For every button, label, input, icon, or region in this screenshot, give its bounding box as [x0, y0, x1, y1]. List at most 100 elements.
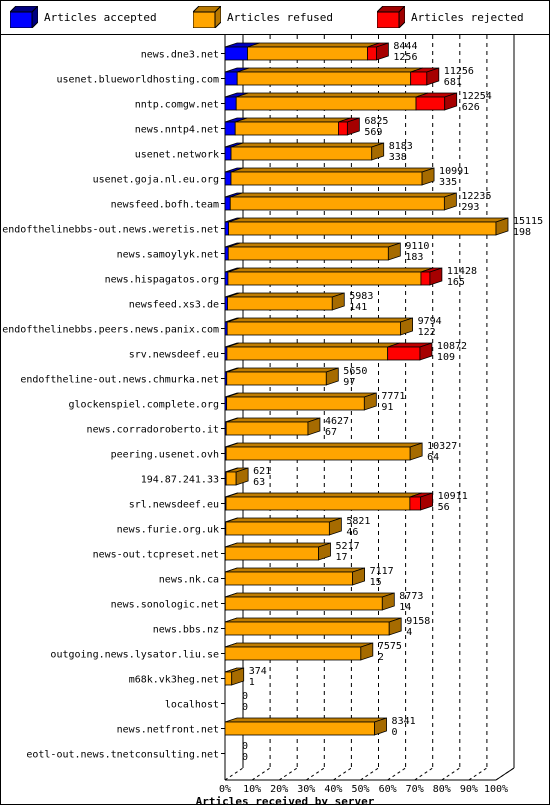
grid-floor-line [333, 767, 352, 781]
bar-front [224, 121, 236, 136]
bar-front [226, 321, 401, 336]
value-label-accepted: 15 [370, 577, 382, 588]
bar-rejected [367, 42, 389, 61]
bar-chart: 0% 10% 20% 30% 40% 50% 60% 70% 80% 90% 100% Article… [2, 35, 543, 805]
value-label-total: 8183 [389, 141, 413, 152]
grid-floor-line [224, 767, 244, 781]
value-label-accepted: 0 [392, 727, 398, 738]
value-label-total: 7117 [370, 566, 394, 577]
category-label: outgoing.news.lysator.liu.se [50, 650, 219, 661]
legend-item-accepted: Articles accepted [10, 6, 157, 28]
category-label: newsfeed.bofh.team [111, 200, 219, 211]
bar-top [225, 567, 365, 573]
bar-front [226, 371, 327, 386]
bar-front [224, 196, 231, 211]
legend: Articles accepted Articles refused Artic… [0, 0, 550, 35]
value-label-accepted: 17 [336, 552, 348, 563]
bar-side [374, 717, 387, 736]
value-label-total: 0 [242, 691, 248, 702]
bar-front [387, 346, 421, 361]
value-label-accepted: 46 [346, 527, 358, 538]
bar-rejected [387, 342, 433, 361]
bar-side [444, 92, 458, 111]
bar-front [224, 171, 232, 186]
bar-side [387, 242, 401, 261]
category-label: news.samoylyk.net [117, 250, 219, 261]
legend-swatch-rejected [377, 6, 405, 28]
bar-top [226, 342, 400, 348]
legend-label-accepted: Articles accepted [44, 10, 157, 24]
grid-floor-line [360, 767, 379, 781]
value-label-accepted: 122 [418, 327, 436, 338]
x-tick-label: 10% [243, 784, 261, 795]
bar-side [409, 442, 423, 461]
bar-front [225, 521, 330, 536]
bar-side [420, 492, 434, 511]
bar-side [235, 467, 249, 486]
value-label-total: 10911 [438, 491, 468, 502]
bar-refused [224, 542, 331, 561]
bar-side [307, 417, 321, 436]
x-tick-label: 60% [379, 784, 397, 795]
bar-refused [226, 392, 377, 411]
bar-refused [224, 667, 245, 686]
value-label-total: 5821 [346, 516, 370, 527]
value-label-total: 9794 [418, 316, 442, 327]
value-label-total: 15115 [513, 216, 543, 227]
category-label: news.nntp4.net [135, 125, 219, 136]
grid-floor-line [441, 767, 461, 781]
category-label: localhost [165, 700, 219, 711]
bar-front [224, 546, 319, 561]
bar-front [224, 571, 354, 586]
bar-side [429, 267, 443, 286]
bar-front [224, 246, 229, 261]
category-label: news.furie.org.uk [117, 525, 219, 536]
bar-side [371, 142, 385, 161]
bar-refused [227, 267, 434, 286]
bar-refused [236, 67, 423, 86]
bar-front [224, 671, 233, 686]
bar-rejected [409, 492, 434, 511]
x-tick-label: 100% [484, 784, 508, 795]
bar-side [346, 117, 360, 136]
bar-refused [227, 242, 401, 261]
value-label-accepted: 1 [249, 677, 255, 688]
bar-top [226, 392, 377, 398]
bar-front [225, 471, 237, 486]
bar-front [367, 46, 377, 61]
bar-top [227, 267, 434, 273]
bar-front [230, 146, 373, 161]
grid-floor-line [495, 767, 515, 781]
category-label: srl.newsdeef.eu [129, 500, 219, 511]
bar-refused [230, 142, 385, 161]
value-label-total: 11256 [444, 66, 474, 77]
bar-top [226, 442, 423, 448]
bar-refused [225, 517, 342, 536]
bar-front [225, 446, 411, 461]
bar-refused [229, 192, 457, 211]
bar-side [426, 67, 440, 86]
bar-refused [234, 117, 351, 136]
legend-item-rejected: Articles rejected [377, 6, 524, 28]
category-label: news.nk.ca [159, 575, 219, 586]
bar-refused [224, 592, 395, 611]
value-label-accepted: 1256 [393, 52, 417, 63]
bar-refused [227, 292, 345, 311]
bar-refused [225, 467, 249, 486]
bar-refused [226, 367, 339, 386]
bar-top [237, 67, 423, 73]
bar-front [227, 296, 333, 311]
value-label-total: 5983 [349, 291, 373, 302]
bar-front [225, 421, 309, 436]
bar-top [225, 517, 342, 523]
bar-top [228, 242, 401, 248]
x-tick-label: 40% [324, 784, 342, 795]
bar-front [224, 271, 229, 286]
legend-swatch-refused [193, 6, 221, 28]
value-label-accepted: 165 [447, 277, 465, 288]
value-label-accepted: 335 [439, 177, 457, 188]
bar-front [420, 271, 431, 286]
bar-side [388, 617, 402, 636]
legend-label-refused: Articles refused [227, 10, 333, 24]
bar-top [236, 92, 429, 98]
